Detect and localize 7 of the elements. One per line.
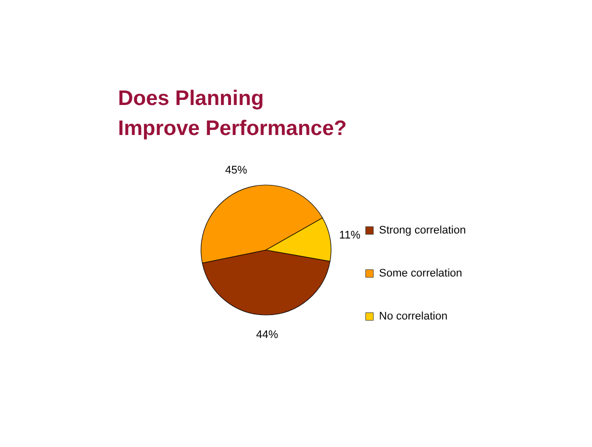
data-label: 45% <box>225 164 248 176</box>
legend-label: Strong correlation <box>379 224 466 236</box>
legend-label: Some correlation <box>379 268 462 280</box>
chart-title: Does Planning Improve Performance? <box>118 87 347 140</box>
data-label: 11% <box>339 230 361 242</box>
legend-label: No correlation <box>379 310 448 322</box>
data-label: 44% <box>256 328 278 341</box>
